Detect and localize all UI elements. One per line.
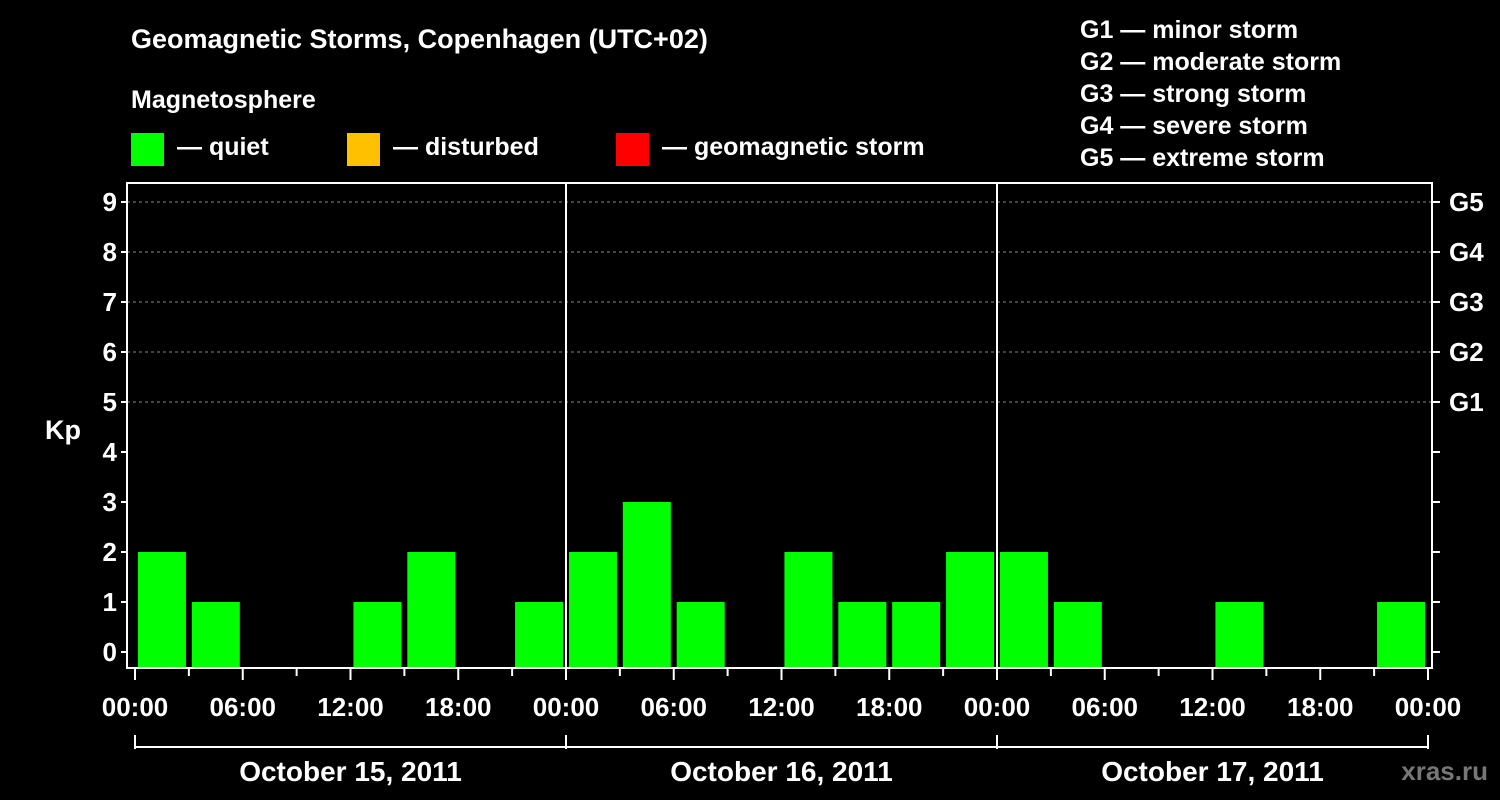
y-tick-label: 0: [103, 637, 117, 667]
chart-subtitle: Magnetosphere: [131, 86, 316, 114]
kp-bar: [784, 552, 833, 668]
x-tick-label: 00:00: [533, 692, 600, 722]
x-tick-label: 00:00: [102, 692, 169, 722]
kp-bar: [515, 602, 564, 668]
legend-swatch-quiet: [131, 133, 164, 166]
kp-bar: [999, 552, 1048, 668]
g-scale-label: G2: [1449, 337, 1484, 367]
y-tick-label: 3: [103, 487, 117, 517]
x-tick-label: 00:00: [964, 692, 1031, 722]
storm-scale-g1: G1 — minor storm: [1080, 16, 1299, 44]
day-label: October 16, 2011: [670, 756, 893, 787]
kp-bar: [407, 552, 456, 668]
day-label: October 17, 2011: [1101, 756, 1324, 787]
x-tick-label: 18:00: [856, 692, 923, 722]
g-scale-label: G5: [1449, 187, 1484, 217]
y-tick-label: 2: [103, 537, 117, 567]
y-tick-label: 1: [103, 587, 117, 617]
kp-bar: [1215, 602, 1264, 668]
kp-bar: [946, 552, 995, 668]
x-tick-label: 06:00: [210, 692, 277, 722]
legend-swatch-storm: [616, 133, 649, 166]
kp-bar: [676, 602, 725, 668]
y-tick-label: 8: [103, 237, 117, 267]
storm-scale-g2: G2 — moderate storm: [1080, 48, 1342, 76]
y-tick-label: 6: [103, 337, 117, 367]
storm-scale-legend: G1 — minor storm G2 — moderate storm G3 …: [1080, 14, 1341, 174]
kp-bar: [353, 602, 402, 668]
legend-swatch-disturbed: [347, 133, 380, 166]
chart-title: Geomagnetic Storms, Copenhagen (UTC+02): [131, 24, 708, 54]
x-tick-label: 12:00: [317, 692, 384, 722]
watermark: xras.ru: [1401, 756, 1488, 786]
x-tick-label: 12:00: [748, 692, 815, 722]
x-tick-label: 06:00: [641, 692, 708, 722]
x-tick-label: 00:00: [1395, 692, 1462, 722]
plot-frame: [126, 182, 1433, 669]
g-scale-label: G3: [1449, 287, 1484, 317]
y-tick-label: 7: [103, 287, 117, 317]
g-scale-label: G4: [1449, 237, 1484, 267]
x-tick-label: 18:00: [425, 692, 492, 722]
kp-bar: [568, 552, 617, 668]
y-tick-label: 9: [103, 187, 117, 217]
day-label: October 15, 2011: [239, 756, 462, 787]
kp-bar: [137, 552, 186, 668]
kp-bar: [1053, 602, 1102, 668]
kp-bar: [892, 602, 941, 668]
storm-scale-g4: G4 — severe storm: [1080, 112, 1308, 140]
kp-bar: [838, 602, 887, 668]
y-axis-label: Kp: [45, 415, 81, 445]
x-tick-label: 12:00: [1179, 692, 1246, 722]
y-tick-label: 5: [103, 387, 117, 417]
y-tick-label: 4: [103, 437, 118, 467]
kp-bar: [622, 502, 671, 668]
legend-label-quiet: — quiet: [177, 133, 269, 161]
g-scale-label: G1: [1449, 387, 1484, 417]
kp-bar: [1377, 602, 1426, 668]
legend-label-storm: — geomagnetic storm: [662, 133, 925, 161]
storm-scale-g5: G5 — extreme storm: [1080, 144, 1325, 172]
storm-scale-g3: G3 — strong storm: [1080, 80, 1307, 108]
kp-bar: [191, 602, 240, 668]
x-tick-label: 18:00: [1287, 692, 1354, 722]
x-tick-label: 06:00: [1072, 692, 1139, 722]
legend-label-disturbed: — disturbed: [393, 133, 539, 161]
